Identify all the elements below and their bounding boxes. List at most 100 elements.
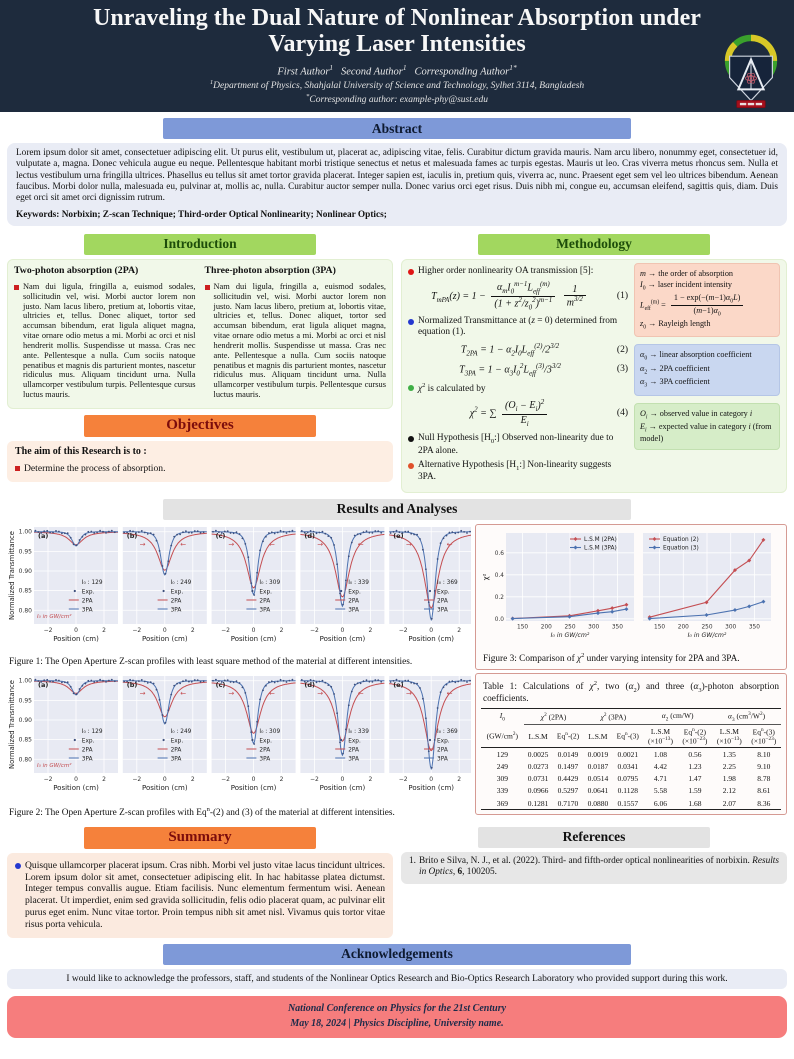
- svg-text:(b): (b): [127, 681, 138, 689]
- svg-text:←: ←: [180, 540, 186, 548]
- intro-text-2pa: Nam dui ligula, fringilla a, euismod sod…: [23, 281, 196, 400]
- university-logo: [724, 34, 778, 109]
- svg-text:0.0: 0.0: [495, 616, 505, 622]
- svg-text:0: 0: [429, 627, 433, 634]
- svg-text:−2: −2: [399, 627, 408, 634]
- conference-date: May 18, 2024 | Physics Discipline, Unive…: [290, 1017, 504, 1029]
- svg-text:←: ←: [358, 689, 364, 697]
- svg-text:2PA: 2PA: [348, 598, 359, 604]
- svg-text:0: 0: [252, 776, 256, 783]
- svg-text:L.S.M (2PA): L.S.M (2PA): [584, 537, 617, 543]
- summary-section: Summary Quisque ullamcorper placerat ips…: [7, 821, 393, 938]
- svg-text:I₀ : 129: I₀ : 129: [82, 729, 103, 735]
- reference-1: Brito e Silva, N. J., et al. (2022). Thi…: [418, 855, 779, 877]
- svg-text:→: →: [317, 689, 323, 697]
- svg-text:2: 2: [102, 627, 106, 634]
- svg-text:(d): (d): [304, 681, 315, 689]
- svg-text:I₀ : 369: I₀ : 369: [437, 580, 458, 586]
- methodology-heading: Methodology: [478, 233, 710, 255]
- bullet-dot-icon: [408, 319, 414, 326]
- objectives-lead: The aim of this Research is to :: [15, 445, 147, 457]
- conference-footer: National Conference on Physics for the 2…: [7, 995, 787, 1038]
- intro-col-3pa: Three-photon absorption (3PA) Nam dui li…: [204, 263, 387, 403]
- svg-text:Position (cm): Position (cm): [320, 784, 366, 792]
- figure-2: (a) I₀ : 129 Exp. 2PA 3PA I₀ in GW/cm² −2 0 2 Pos…: [7, 673, 474, 819]
- svg-text:I₀ : 339: I₀ : 339: [348, 729, 369, 735]
- references-body: 1. Brito e Silva, N. J., et al. (2022). …: [401, 851, 787, 884]
- svg-text:I₀ : 339: I₀ : 339: [348, 580, 369, 586]
- svg-text:Exp.: Exp.: [171, 738, 184, 744]
- bullet-square-icon: [204, 284, 210, 290]
- svg-text:Position (cm): Position (cm): [53, 784, 99, 792]
- svg-text:Exp.: Exp.: [259, 738, 272, 744]
- svg-text:−2: −2: [310, 627, 319, 634]
- svg-text:Exp.: Exp.: [437, 738, 450, 744]
- svg-text:2PA: 2PA: [82, 598, 93, 604]
- svg-text:Position (cm): Position (cm): [53, 635, 99, 643]
- svg-text:→: →: [140, 689, 146, 697]
- bullet-dot-icon: [408, 435, 414, 442]
- svg-text:2: 2: [368, 627, 372, 634]
- figure-1-caption: Figure 1: The Open Aperture Z-scan profi…: [9, 656, 413, 667]
- svg-text:(a): (a): [38, 681, 48, 689]
- methodology-content: Higher order nonlinearity OA transmissio…: [408, 263, 628, 487]
- bullet-dot-icon: [408, 462, 414, 469]
- method-bullet-3: χ2 is calculated by: [418, 381, 486, 394]
- svg-text:3PA: 3PA: [437, 756, 448, 762]
- affiliation-line: 1Department of Physics, Shahjalal Univer…: [209, 79, 585, 92]
- subheading-2pa: Two-photon absorption (2PA): [14, 264, 139, 276]
- svg-text:(c): (c): [216, 532, 226, 540]
- svg-text:2PA: 2PA: [259, 747, 270, 753]
- summary-text: Quisque ullamcorper placerat ipsum. Cras…: [25, 859, 385, 931]
- svg-text:←: ←: [269, 540, 275, 548]
- svg-text:3PA: 3PA: [82, 607, 93, 613]
- svg-text:Normalized Transmittance: Normalized Transmittance: [8, 680, 16, 769]
- method-bullet-5: Alternative Hypothesis [H1:] Non-lineari…: [418, 459, 612, 483]
- svg-text:0.95: 0.95: [19, 697, 33, 704]
- svg-text:2: 2: [191, 627, 195, 634]
- svg-text:−2: −2: [221, 627, 230, 634]
- intro-text-3pa: Nam dui ligula, fringilla a, euismod sod…: [213, 281, 387, 400]
- bullet-dot-icon: [15, 862, 21, 869]
- reference-number: 1.: [409, 855, 416, 866]
- method-bullet-1: Higher order nonlinearity OA transmissio…: [418, 265, 594, 276]
- svg-text:−2: −2: [310, 776, 319, 783]
- svg-text:χ²: χ²: [482, 573, 490, 580]
- abstract-body: Lorem ipsum dolor sit amet, consectetuer…: [7, 143, 787, 226]
- right-column: Methodology Higher order nonlinearity OA…: [401, 228, 787, 493]
- svg-text:(d): (d): [304, 532, 315, 540]
- svg-text:0.6: 0.6: [495, 550, 505, 556]
- svg-text:250: 250: [564, 624, 575, 630]
- svg-text:I₀ : 249: I₀ : 249: [171, 729, 192, 735]
- svg-text:350: 350: [612, 624, 623, 630]
- svg-text:Position (cm): Position (cm): [408, 784, 454, 792]
- svg-text:300: 300: [725, 624, 736, 630]
- introduction-heading: Introduction: [84, 233, 316, 255]
- table-1: I0 χ2 (2PA) χ2 (3PA) α2 (cm/W) α3 (cm3/W2) (G…: [481, 708, 781, 811]
- methodology-panel: Higher order nonlinearity OA transmissio…: [401, 258, 787, 493]
- svg-text:I₀ : 129: I₀ : 129: [82, 580, 103, 586]
- svg-text:Exp.: Exp.: [348, 589, 361, 595]
- svg-text:(c): (c): [216, 681, 226, 689]
- bullet-dot-icon: [408, 384, 414, 391]
- summary-heading: Summary: [84, 826, 316, 849]
- svg-text:I₀ : 309: I₀ : 309: [259, 729, 280, 735]
- acknowledgements-body: I would like to acknowledge the professo…: [7, 968, 787, 989]
- svg-text:0.2: 0.2: [495, 594, 505, 600]
- svg-text:←: ←: [447, 689, 453, 697]
- objectives-heading: Objectives: [84, 414, 316, 437]
- svg-text:2PA: 2PA: [437, 747, 448, 753]
- svg-text:(b): (b): [127, 532, 138, 540]
- equation-1: TmPA(z) = 1 − αmI0m−1Leff(m) (1 + z2/z02)…: [431, 280, 628, 312]
- svg-text:Position (cm): Position (cm): [408, 635, 454, 643]
- svg-text:0: 0: [74, 627, 78, 634]
- svg-text:2PA: 2PA: [259, 598, 270, 604]
- svg-text:2: 2: [457, 776, 461, 783]
- acknowledgements-heading: Acknowledgements: [163, 943, 631, 965]
- figure-3-caption: Figure 3: Comparison of χ2 under varying…: [483, 651, 740, 664]
- svg-text:→: →: [406, 540, 412, 548]
- svg-text:3PA: 3PA: [437, 607, 448, 613]
- svg-text:−2: −2: [132, 627, 141, 634]
